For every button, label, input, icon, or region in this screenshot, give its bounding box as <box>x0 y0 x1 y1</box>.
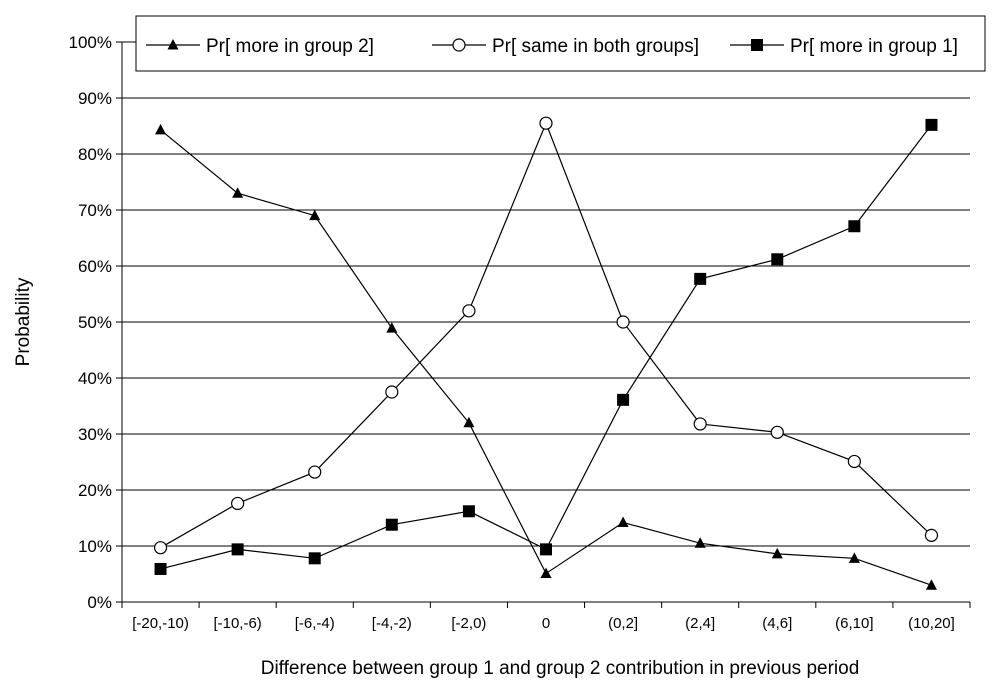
series <box>155 123 937 590</box>
x-tick-label: [-20,-10) <box>132 615 189 632</box>
data-point <box>925 579 937 590</box>
data-point <box>847 454 861 469</box>
legend-item: Pr[ same in both groups] <box>432 36 699 57</box>
data-point <box>924 528 939 542</box>
data-point <box>309 209 321 221</box>
x-tick-label: (0,2] <box>608 615 638 632</box>
legend-label: Pr[ more in group 1] <box>790 36 958 57</box>
y-tick-label: 0% <box>87 593 112 612</box>
series <box>154 118 938 575</box>
y-tick-label: 80% <box>78 145 112 164</box>
data-point <box>385 518 398 531</box>
data-point <box>386 322 398 333</box>
series <box>153 116 939 555</box>
data-point <box>848 552 860 563</box>
x-tick-label: [-10,-6) <box>213 615 261 632</box>
data-point <box>617 516 629 527</box>
series-line <box>160 121 932 549</box>
y-tick-labels: 0% 10% 20% 30% 40% 50% 60% 70% 80% 90% 100% <box>69 33 112 612</box>
x-tick-label: (2,4] <box>685 615 715 632</box>
y-tick-label: 60% <box>78 257 112 276</box>
data-point <box>167 39 179 50</box>
y-tick-label: 20% <box>78 481 112 500</box>
data-point <box>694 537 706 548</box>
data-point <box>617 393 630 406</box>
series-group <box>153 116 939 590</box>
data-point <box>540 543 552 556</box>
series-line <box>160 124 932 570</box>
y-tick-label: 50% <box>78 313 112 332</box>
x-axis-title: Difference between group 1 and group 2 c… <box>261 658 860 679</box>
data-point <box>925 118 938 131</box>
x-tick-label: (6,10] <box>835 615 873 632</box>
data-point <box>231 543 244 556</box>
legend-item: Pr[ more in group 1] <box>730 36 958 57</box>
data-point <box>540 567 552 578</box>
data-point <box>232 187 244 198</box>
data-point <box>385 385 399 399</box>
legend-label: Pr[ same in both groups] <box>492 36 699 57</box>
data-point <box>771 253 784 266</box>
x-tick-label: [-6,-4) <box>295 615 335 632</box>
data-point <box>694 272 707 285</box>
y-tick-label: 70% <box>78 201 112 220</box>
x-tick-label: 0 <box>542 615 550 632</box>
data-point <box>463 416 475 428</box>
data-point <box>848 220 861 233</box>
data-point <box>616 315 630 329</box>
x-tick-label: [-4,-2) <box>372 615 412 632</box>
x-tick-label: [-2,0) <box>451 615 486 632</box>
y-tick-label: 10% <box>78 537 112 556</box>
y-tick-label: 90% <box>78 89 112 108</box>
x-tick-label: (4,6] <box>762 615 792 632</box>
data-point <box>153 541 168 555</box>
data-point <box>452 38 466 52</box>
data-point <box>462 505 475 518</box>
legend-item: Pr[ more in group 2] <box>146 36 374 57</box>
data-point <box>308 465 322 479</box>
data-point <box>693 417 707 431</box>
data-point <box>462 304 476 318</box>
gridlines <box>116 41 970 603</box>
data-point <box>155 123 167 135</box>
data-point <box>751 39 763 51</box>
y-axis-title: Probability <box>13 277 34 366</box>
data-point <box>771 547 783 559</box>
legend-label: Pr[ more in group 2] <box>206 36 374 57</box>
data-point <box>231 496 245 511</box>
x-tick-labels: [-20,-10) [-10,-6) [-6,-4) [-4,-2) [-2,0) 0 (0… <box>132 615 955 632</box>
legend: Pr[ more in group 2] Pr[ same in both gro… <box>135 15 986 72</box>
data-point <box>770 425 784 439</box>
y-tick-label: 100% <box>69 33 112 52</box>
data-point <box>154 562 167 575</box>
y-tick-label: 40% <box>78 369 112 388</box>
series-line <box>160 129 932 586</box>
y-tick-label: 30% <box>78 425 112 444</box>
x-tick-label: (10,20] <box>908 615 955 632</box>
legend-box <box>135 15 986 72</box>
data-point <box>308 552 321 565</box>
axes <box>121 42 971 608</box>
data-point <box>539 116 553 130</box>
